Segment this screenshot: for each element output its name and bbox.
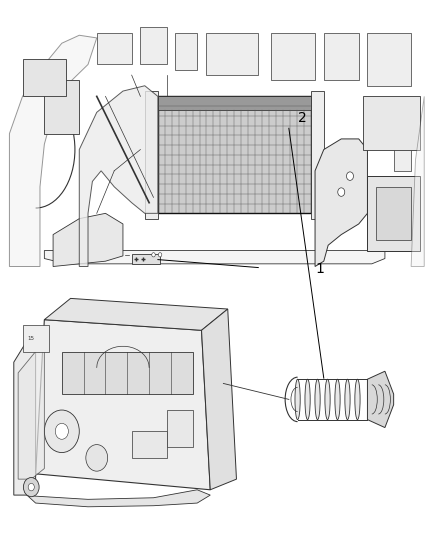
Bar — [175, 33, 197, 70]
Ellipse shape — [355, 379, 360, 419]
Polygon shape — [44, 298, 228, 330]
Polygon shape — [10, 35, 97, 266]
Ellipse shape — [345, 379, 350, 419]
Ellipse shape — [335, 379, 340, 419]
Bar — [324, 33, 359, 80]
Text: 2: 2 — [297, 111, 306, 125]
Bar — [206, 33, 258, 75]
Polygon shape — [18, 352, 44, 479]
Ellipse shape — [315, 379, 320, 419]
Bar — [272, 33, 315, 80]
Ellipse shape — [305, 379, 310, 419]
Circle shape — [28, 483, 34, 491]
Bar — [367, 176, 420, 251]
Bar — [145, 91, 158, 219]
Bar — [97, 33, 132, 64]
Bar — [166, 410, 193, 447]
Polygon shape — [201, 309, 237, 490]
Bar — [132, 254, 160, 264]
Bar — [141, 27, 166, 64]
Circle shape — [86, 445, 108, 471]
Polygon shape — [14, 341, 35, 495]
Polygon shape — [411, 96, 424, 266]
Bar — [311, 91, 324, 219]
Polygon shape — [367, 371, 394, 427]
Polygon shape — [35, 320, 210, 490]
Circle shape — [44, 410, 79, 453]
Bar — [158, 96, 311, 110]
Circle shape — [23, 478, 39, 497]
Circle shape — [152, 253, 155, 257]
Text: 1: 1 — [315, 262, 324, 276]
Circle shape — [346, 172, 353, 180]
Bar — [62, 352, 193, 394]
Polygon shape — [44, 251, 385, 264]
Bar — [132, 431, 166, 458]
Circle shape — [158, 253, 162, 257]
Ellipse shape — [325, 379, 330, 419]
Bar — [44, 80, 79, 134]
Bar — [376, 187, 411, 240]
Circle shape — [338, 188, 345, 196]
Polygon shape — [53, 213, 123, 266]
Ellipse shape — [295, 379, 300, 419]
Bar — [22, 325, 49, 352]
Text: 15: 15 — [28, 336, 35, 341]
Circle shape — [55, 423, 68, 439]
Bar — [22, 59, 66, 96]
Bar — [363, 96, 420, 150]
Bar — [394, 150, 411, 171]
Polygon shape — [27, 490, 210, 507]
Polygon shape — [315, 139, 367, 266]
Polygon shape — [79, 86, 158, 266]
Bar — [158, 96, 311, 213]
Bar — [367, 33, 411, 86]
